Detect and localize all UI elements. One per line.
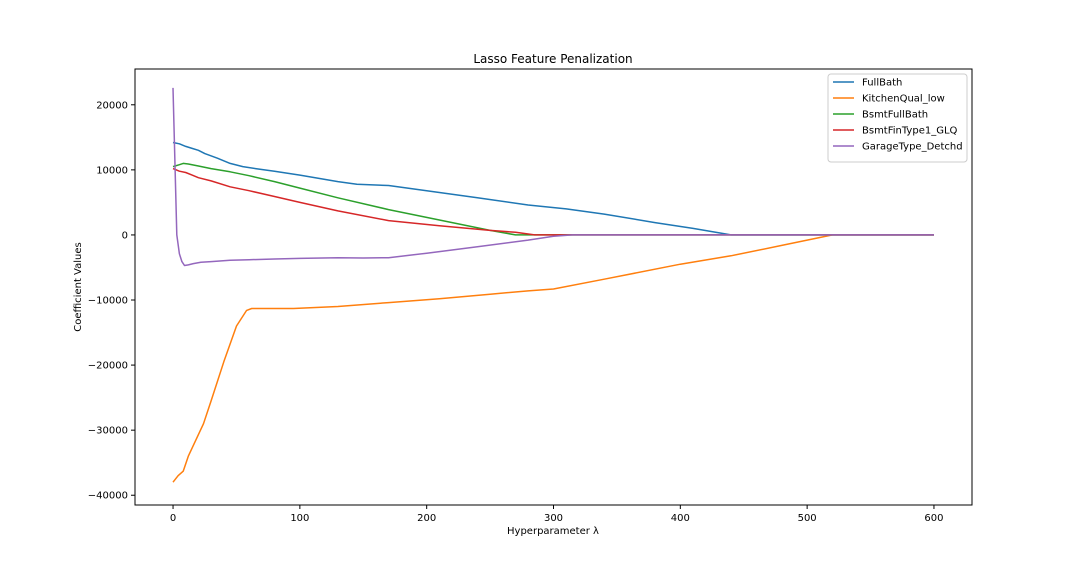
legend-label-1: KitchenQual_low [862, 94, 945, 105]
x-tick-label-4: 400 [671, 513, 690, 524]
x-tick-label-6: 600 [924, 513, 943, 524]
y-tick-label-0: −40000 [88, 491, 128, 502]
y-tick-label-6: 20000 [96, 100, 128, 111]
series-line-4 [172, 87, 934, 267]
plot-area [172, 87, 934, 483]
legend-label-3: BsmtFinType1_GLQ [862, 126, 958, 137]
legend-label-2: BsmtFullBath [862, 110, 928, 121]
legend: FullBath KitchenQual_low BsmtFullBath BsmtF… [827, 73, 968, 163]
series-line-3 [172, 167, 934, 236]
legend-box [827, 73, 968, 163]
series-line-1 [172, 234, 934, 483]
y-tick-label-4: 0 [122, 230, 128, 241]
y-axis: −40000 −30000 −20000 −10000 0 10000 20000 [88, 100, 135, 502]
legend-label-0: FullBath [862, 78, 902, 89]
x-axis-label: Hyperparameter λ [507, 526, 599, 537]
y-tick-label-2: −20000 [88, 361, 128, 372]
x-tick-label-0: 0 [170, 513, 176, 524]
chart-title: Lasso Feature Penalization [473, 52, 632, 66]
x-tick-label-2: 200 [417, 513, 436, 524]
y-tick-label-5: 10000 [96, 165, 128, 176]
series-line-0 [172, 141, 934, 236]
y-tick-label-1: −30000 [88, 426, 128, 437]
x-tick-label-5: 500 [798, 513, 817, 524]
x-tick-label-3: 300 [544, 513, 563, 524]
y-tick-label-3: −10000 [88, 296, 128, 307]
y-axis-label: Coefficient Values [73, 242, 84, 331]
legend-label-4: GarageType_Detchd [862, 142, 963, 153]
x-axis: 0 100 200 300 400 500 600 [170, 505, 944, 524]
x-tick-label-1: 100 [290, 513, 309, 524]
